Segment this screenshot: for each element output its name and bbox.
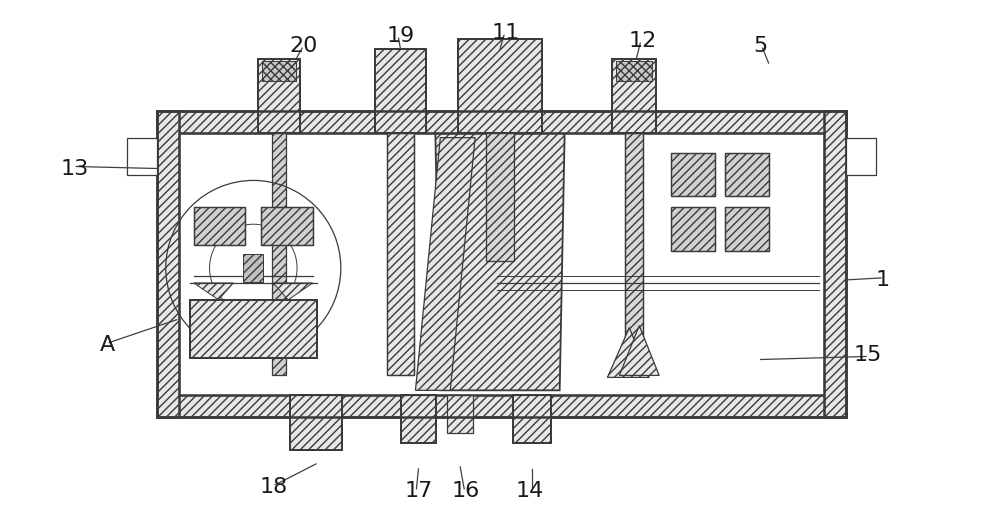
Bar [612, 59, 656, 133]
Polygon shape [194, 283, 233, 300]
Bar [258, 59, 300, 133]
Text: 1: 1 [876, 270, 890, 290]
Text: 20: 20 [290, 36, 318, 56]
Bar [157, 111, 846, 133]
Bar [401, 395, 436, 443]
Bar [194, 207, 245, 245]
Bar [824, 111, 846, 417]
Bar [190, 300, 317, 357]
Bar [190, 300, 317, 357]
Bar [486, 133, 514, 261]
Bar [447, 395, 473, 433]
Bar [179, 133, 824, 395]
Polygon shape [619, 326, 659, 375]
Bar [243, 254, 263, 282]
Text: 17: 17 [404, 481, 433, 501]
Bar [127, 138, 157, 175]
Bar [625, 133, 643, 375]
Bar [725, 153, 769, 197]
Bar [458, 39, 542, 133]
Bar [387, 133, 414, 375]
Bar [513, 395, 551, 443]
Text: 13: 13 [60, 159, 88, 179]
Text: 15: 15 [854, 345, 882, 365]
Text: 16: 16 [452, 481, 480, 501]
Bar [725, 207, 769, 251]
Bar [290, 395, 342, 450]
Bar [725, 207, 769, 251]
Bar [387, 133, 414, 375]
Bar [375, 49, 426, 133]
Text: 12: 12 [628, 31, 656, 51]
Bar [616, 61, 652, 81]
Polygon shape [273, 283, 313, 300]
Bar [671, 153, 715, 197]
Bar [194, 207, 245, 245]
Bar [157, 111, 179, 417]
Bar [261, 207, 313, 245]
Bar [157, 111, 846, 417]
Bar [401, 395, 436, 443]
Bar [258, 59, 300, 133]
Bar [671, 207, 715, 251]
Bar [612, 59, 656, 133]
Bar [262, 61, 296, 81]
Text: 19: 19 [386, 26, 415, 46]
Bar [725, 153, 769, 197]
Text: 5: 5 [753, 36, 768, 56]
Polygon shape [607, 328, 649, 377]
Text: 11: 11 [492, 23, 520, 43]
Bar [290, 395, 342, 450]
Bar [671, 207, 715, 251]
Text: 14: 14 [516, 481, 544, 501]
Bar [671, 153, 715, 197]
Text: 18: 18 [259, 477, 287, 497]
Bar [846, 138, 876, 175]
Bar [458, 39, 542, 133]
Bar [625, 133, 643, 375]
Bar [261, 207, 313, 245]
Text: A: A [99, 335, 115, 355]
Bar [513, 395, 551, 443]
Bar [272, 133, 286, 375]
Bar [375, 49, 426, 133]
Polygon shape [415, 138, 475, 391]
Polygon shape [435, 133, 565, 391]
Bar [157, 395, 846, 417]
